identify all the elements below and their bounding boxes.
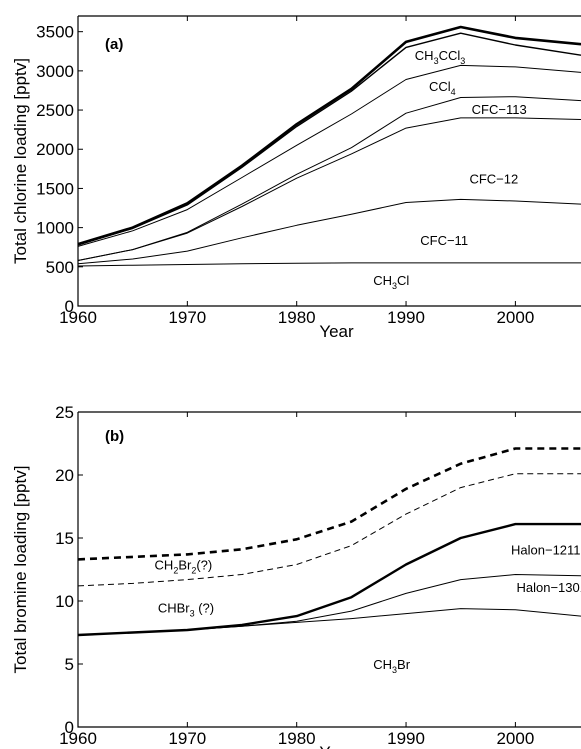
series-annotation: CH3Cl — [373, 273, 409, 291]
y-tick-label: 5 — [65, 655, 74, 674]
y-tick-label: 10 — [55, 592, 74, 611]
y-tick-label: 0 — [65, 297, 74, 316]
x-axis-label: Year — [319, 743, 354, 749]
series-annotation: Halon−1211 — [511, 542, 581, 557]
series-line-chbr3- — [77, 473, 581, 587]
panel-label: (b) — [105, 428, 124, 445]
axis-frame — [77, 411, 581, 728]
y-tick-label: 25 — [55, 403, 74, 422]
x-axis-label: Year — [319, 322, 354, 341]
series-line-total — [77, 25, 581, 246]
series-line-cfc-12 — [77, 117, 581, 261]
panel-b: 1960 1970 1980 1990 2000 0 5 10 15 20 25 Year Total … — [11, 403, 581, 749]
series-line-ch2br2- — [77, 447, 581, 561]
y-tick-label: 3000 — [36, 62, 74, 81]
x-tick-label: 1990 — [387, 308, 425, 327]
y-axis-label: Total bromine loading [pptv] — [11, 466, 30, 674]
series-line-halon-1211 — [77, 522, 581, 637]
y-tick-label: 1500 — [36, 179, 74, 198]
x-tick-label: 1960 — [59, 308, 97, 327]
y-tick-label: 1000 — [36, 219, 74, 238]
series-annotation: CH3Br — [373, 657, 410, 675]
x-tick-label: 1970 — [168, 308, 206, 327]
series-annotation: CH2Br2(?) — [155, 558, 213, 576]
y-tick-label: 2500 — [36, 101, 74, 120]
y-tick-label: 500 — [46, 258, 74, 277]
y-axis-label: Total chlorine loading [pptv] — [11, 58, 30, 264]
y-tick-label: 20 — [55, 466, 74, 485]
x-tick-label: 1980 — [278, 308, 316, 327]
series-line-ch3cl — [77, 262, 581, 267]
y-tick-label: 0 — [65, 718, 74, 737]
series-annotation: CFC−12 — [469, 172, 518, 187]
series-annotation: CHBr3 (?) — [158, 600, 214, 618]
series-annotation: CFC−11 — [420, 233, 468, 248]
y-tick-label: 2000 — [36, 140, 74, 159]
x-tick-label: 2000 — [496, 729, 534, 748]
series-annotation: CFC−113 — [472, 102, 527, 117]
y-tick-label: 15 — [55, 529, 74, 548]
x-tick-label: 1970 — [168, 729, 206, 748]
series-annotation: Halon−1301 — [516, 580, 581, 595]
y-tick-label: 3500 — [36, 23, 74, 42]
series-line-cfc-113 — [77, 96, 581, 261]
series-line-ccl4 — [77, 64, 581, 247]
series-annotation: CCl4 — [429, 79, 456, 97]
series-line-ch3ccl3 — [77, 32, 581, 246]
x-tick-label: 1990 — [387, 729, 425, 748]
x-tick-label: 1960 — [59, 729, 97, 748]
series-annotation: CH3CCl3 — [415, 48, 465, 66]
series-line-cfc-11 — [77, 198, 581, 265]
x-tick-label: 1980 — [278, 729, 316, 748]
panel-a: 1960 1970 1980 1990 2000 0 500 1000 1500 2000 2500… — [11, 15, 581, 341]
panel-label: (a) — [105, 36, 123, 53]
x-tick-label: 2000 — [496, 308, 534, 327]
